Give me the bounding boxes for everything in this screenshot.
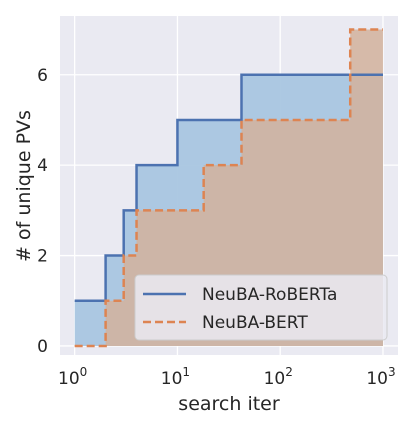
x-tick-label: 100: [58, 365, 87, 389]
legend-label-neuba-roberta: NeuBA-RoBERTa: [202, 285, 337, 305]
series-lines: [74, 28, 383, 348]
legend-label-neuba-bert: NeuBA-BERT: [202, 313, 308, 333]
x-tick-label: 102: [264, 365, 293, 389]
series-line-neuba-bert: [74, 28, 383, 348]
x-tick-labels: 100 101 102 103: [58, 365, 396, 389]
x-axis-label: search iter: [178, 393, 280, 415]
y-tick-label: 6: [37, 66, 48, 86]
x-tick-label: 101: [161, 365, 190, 389]
series-line-neuba-roberta: [74, 73, 383, 303]
y-tick-label: 4: [37, 156, 48, 176]
legend: NeuBA-RoBERTa NeuBA-BERT: [134, 274, 388, 341]
series-fill-neuba-bert: [74, 29, 383, 346]
y-tick-labels: 0 2 4 6: [37, 66, 48, 357]
y-tick-label: 2: [37, 247, 48, 267]
legend-box: [134, 274, 388, 341]
y-tick-label: 0: [37, 337, 48, 357]
x-tick-label: 103: [366, 365, 395, 389]
y-axis-label: # of unique PVs: [13, 110, 35, 262]
